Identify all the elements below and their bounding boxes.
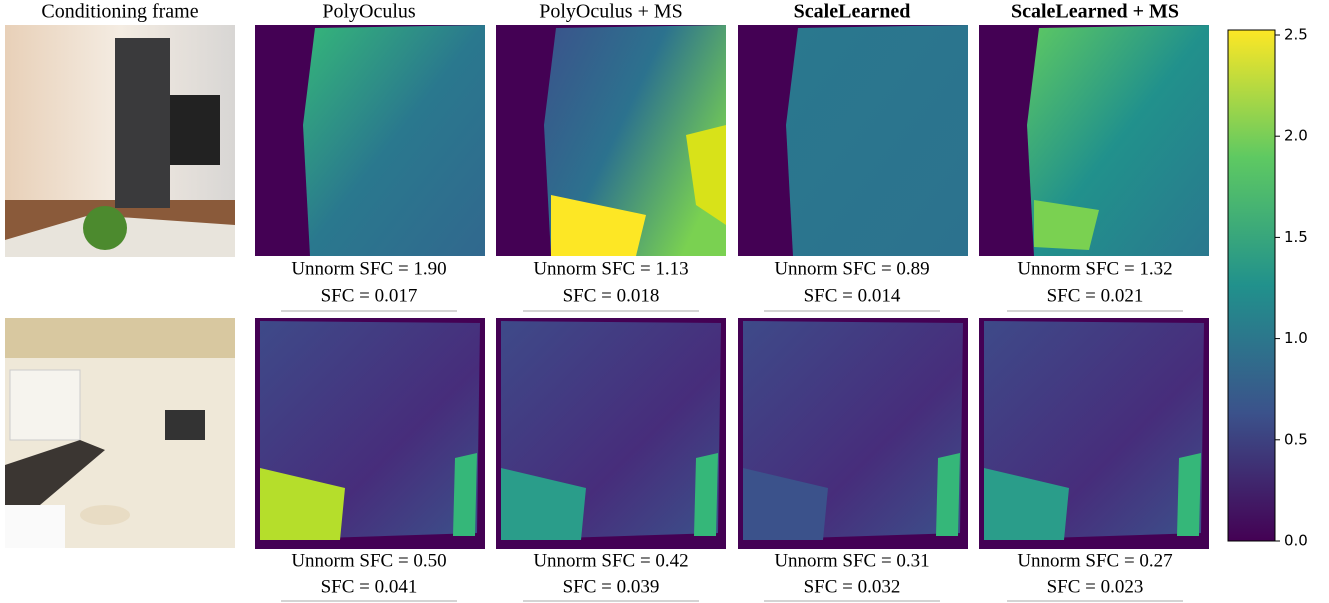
unnorm-sfc: Unnorm SFC = 1.32: [1017, 258, 1172, 279]
photo-ceiling: [5, 318, 235, 358]
depth-region: [936, 453, 960, 536]
depth-region: [786, 25, 968, 256]
unnorm-sfc: Unnorm SFC = 1.90: [291, 258, 446, 279]
sfc: SFC = 0.014: [804, 285, 901, 306]
sfc: SFC = 0.018: [563, 285, 660, 306]
sfc: SFC = 0.023: [1047, 576, 1144, 597]
tick-label: 2.5: [1284, 26, 1308, 44]
depth-region: [1027, 25, 1209, 256]
column-header: Conditioning frame: [41, 1, 198, 23]
unnorm-sfc: Unnorm SFC = 0.89: [774, 258, 929, 279]
depth-region: [260, 468, 345, 540]
sfc: SFC = 0.017: [321, 285, 418, 306]
tick-label: 1.0: [1284, 329, 1308, 347]
depth-region: [1034, 200, 1099, 250]
panels: [5, 25, 1209, 549]
colorbar-scale: [1227, 29, 1276, 542]
depth-region: [743, 468, 828, 540]
unnorm-sfc: Unnorm SFC = 0.27: [1017, 550, 1172, 571]
column-header: PolyOculus + MS: [539, 1, 683, 23]
column-header: ScaleLearned: [794, 1, 911, 23]
unnorm-sfc: Unnorm SFC = 0.50: [291, 550, 446, 571]
column-header: ScaleLearned + MS: [1011, 1, 1179, 23]
sfc: SFC = 0.021: [1047, 285, 1144, 306]
colorbar: 0.0 0.5 1.0 1.5 2.0 2.5: [1227, 26, 1308, 550]
depth-region: [453, 453, 477, 536]
sfc: SFC = 0.039: [563, 576, 660, 597]
unnorm-sfc: Unnorm SFC = 0.42: [533, 550, 688, 571]
photo-island: [5, 505, 65, 548]
photo-oven: [165, 410, 205, 440]
unnorm-sfc: Unnorm SFC = 1.13: [533, 258, 688, 279]
depth-region: [551, 195, 646, 256]
tick-label: 2.0: [1284, 127, 1308, 145]
depth-region: [984, 468, 1069, 540]
photo-counter: [5, 440, 105, 505]
photo-tv: [170, 95, 220, 165]
depth-region: [1177, 453, 1201, 536]
tick-label: 0.5: [1284, 430, 1308, 448]
depth-region: [686, 125, 726, 225]
depth-region: [501, 468, 586, 540]
sfc: SFC = 0.041: [321, 576, 418, 597]
depth-region: [303, 25, 485, 256]
depth-region: [544, 25, 726, 256]
photo-plant: [83, 206, 127, 250]
photo-cabinet: [115, 38, 170, 208]
tick-label: 1.5: [1284, 228, 1308, 246]
depth-region: [694, 453, 718, 536]
photo-stool: [80, 505, 130, 525]
photo-cabinets: [9, 369, 81, 441]
tick-label: 0.0: [1284, 532, 1308, 550]
column-header: PolyOculus: [322, 1, 416, 23]
sfc: SFC = 0.032: [804, 576, 901, 597]
unnorm-sfc: Unnorm SFC = 0.31: [774, 550, 929, 571]
